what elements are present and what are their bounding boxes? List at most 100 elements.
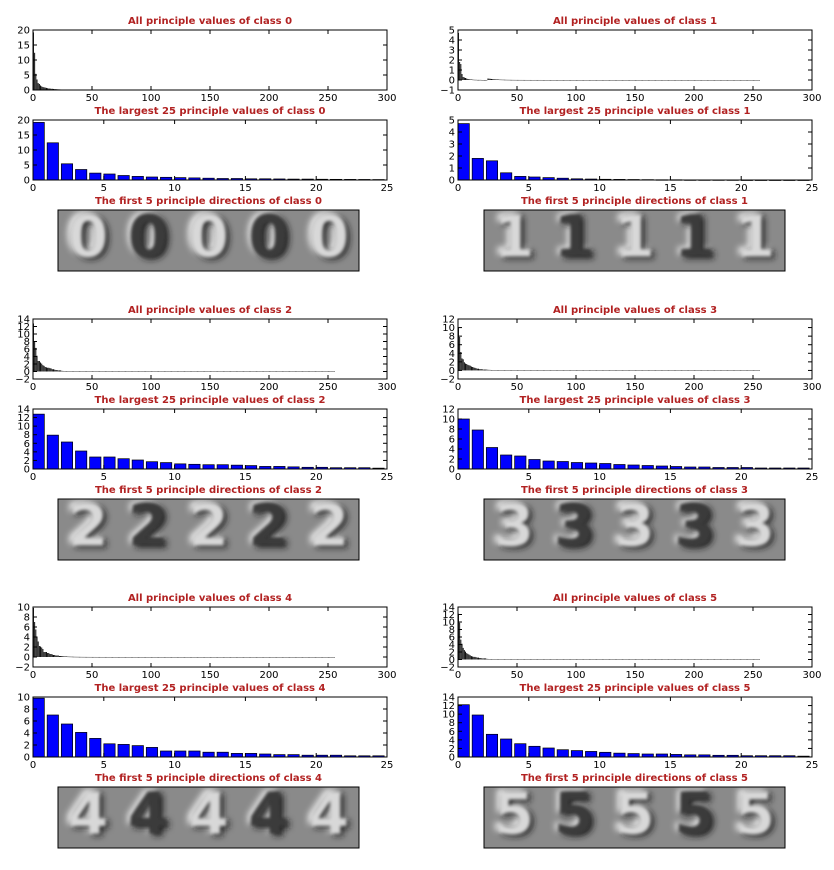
bar [749,80,751,81]
bar [585,80,587,81]
bar [586,80,588,81]
direction-1-core: 1 [494,203,534,271]
bar [665,370,667,371]
bar [96,656,98,658]
bar [683,659,685,660]
bar [630,659,632,660]
direction-3-highlight: 2 [185,490,225,558]
bar [528,459,541,470]
bar [202,464,215,470]
x-tick-label: 150 [625,382,644,393]
y-tick-label: 8 [24,337,30,348]
bar [732,659,734,660]
bar [274,371,276,372]
bar [702,80,704,81]
bar [280,371,282,372]
bar [643,659,645,660]
bar [555,659,557,660]
bar [528,370,530,371]
bar [714,370,715,371]
bar [743,659,745,660]
bar [728,370,730,371]
bar [481,369,483,371]
bar [585,751,598,758]
bar [514,79,516,81]
bar [690,80,692,81]
bar [277,371,279,372]
bar [41,86,43,90]
bar [69,656,71,658]
bar [41,363,43,372]
bar [311,657,313,658]
x-tick-label: 0 [30,183,36,194]
bar [86,371,88,372]
bar [75,371,77,372]
bar [620,659,622,660]
bar [487,78,489,80]
bar [195,657,197,658]
bar [552,80,554,81]
bar [601,370,603,371]
bar [250,657,252,658]
x-tick-label: 5 [101,472,107,483]
bar [273,371,275,372]
bar [56,370,58,372]
bar [737,80,739,81]
bar [473,367,475,371]
bar [512,659,514,660]
bar [47,88,49,90]
bar [299,657,301,658]
bar [627,80,629,81]
bar [107,371,109,372]
bar [631,370,633,371]
bar [123,371,125,372]
bar [618,80,620,81]
bar [550,659,551,660]
bar [675,80,677,81]
bar [560,370,562,371]
bar [54,369,56,372]
bar [293,371,295,372]
bar [750,659,752,660]
bar [102,656,104,658]
bar [147,657,149,658]
bar [732,80,734,81]
bar [722,80,724,81]
bar [239,657,241,658]
bar [142,371,144,372]
bar [279,657,281,658]
bar [655,659,656,660]
bar [686,80,688,81]
bar [669,659,671,660]
bar [515,79,517,81]
bar [691,80,693,81]
bar [683,370,685,371]
bar [692,80,694,81]
bar [89,456,102,470]
chart-15-all: All principle values of class 50 50 100 150… [440,593,821,681]
bar [53,655,54,657]
bar [542,370,544,371]
bar [75,450,88,470]
bar [324,371,326,372]
bar [518,659,520,660]
bar [493,79,495,80]
bar [659,370,661,371]
bar [545,80,547,81]
bar [521,370,523,371]
bar [305,657,307,658]
bar [508,659,510,660]
bar [572,80,574,81]
bar [747,659,749,660]
bar [633,370,635,371]
bar [498,79,500,81]
bar [724,659,726,660]
bar [723,659,725,660]
bar [656,659,658,660]
bar [300,657,302,658]
x-tick-label: 20 [735,183,748,194]
bar [632,80,634,81]
bar [463,362,465,371]
direction-1-highlight: 2 [65,490,105,558]
bar [518,79,520,81]
